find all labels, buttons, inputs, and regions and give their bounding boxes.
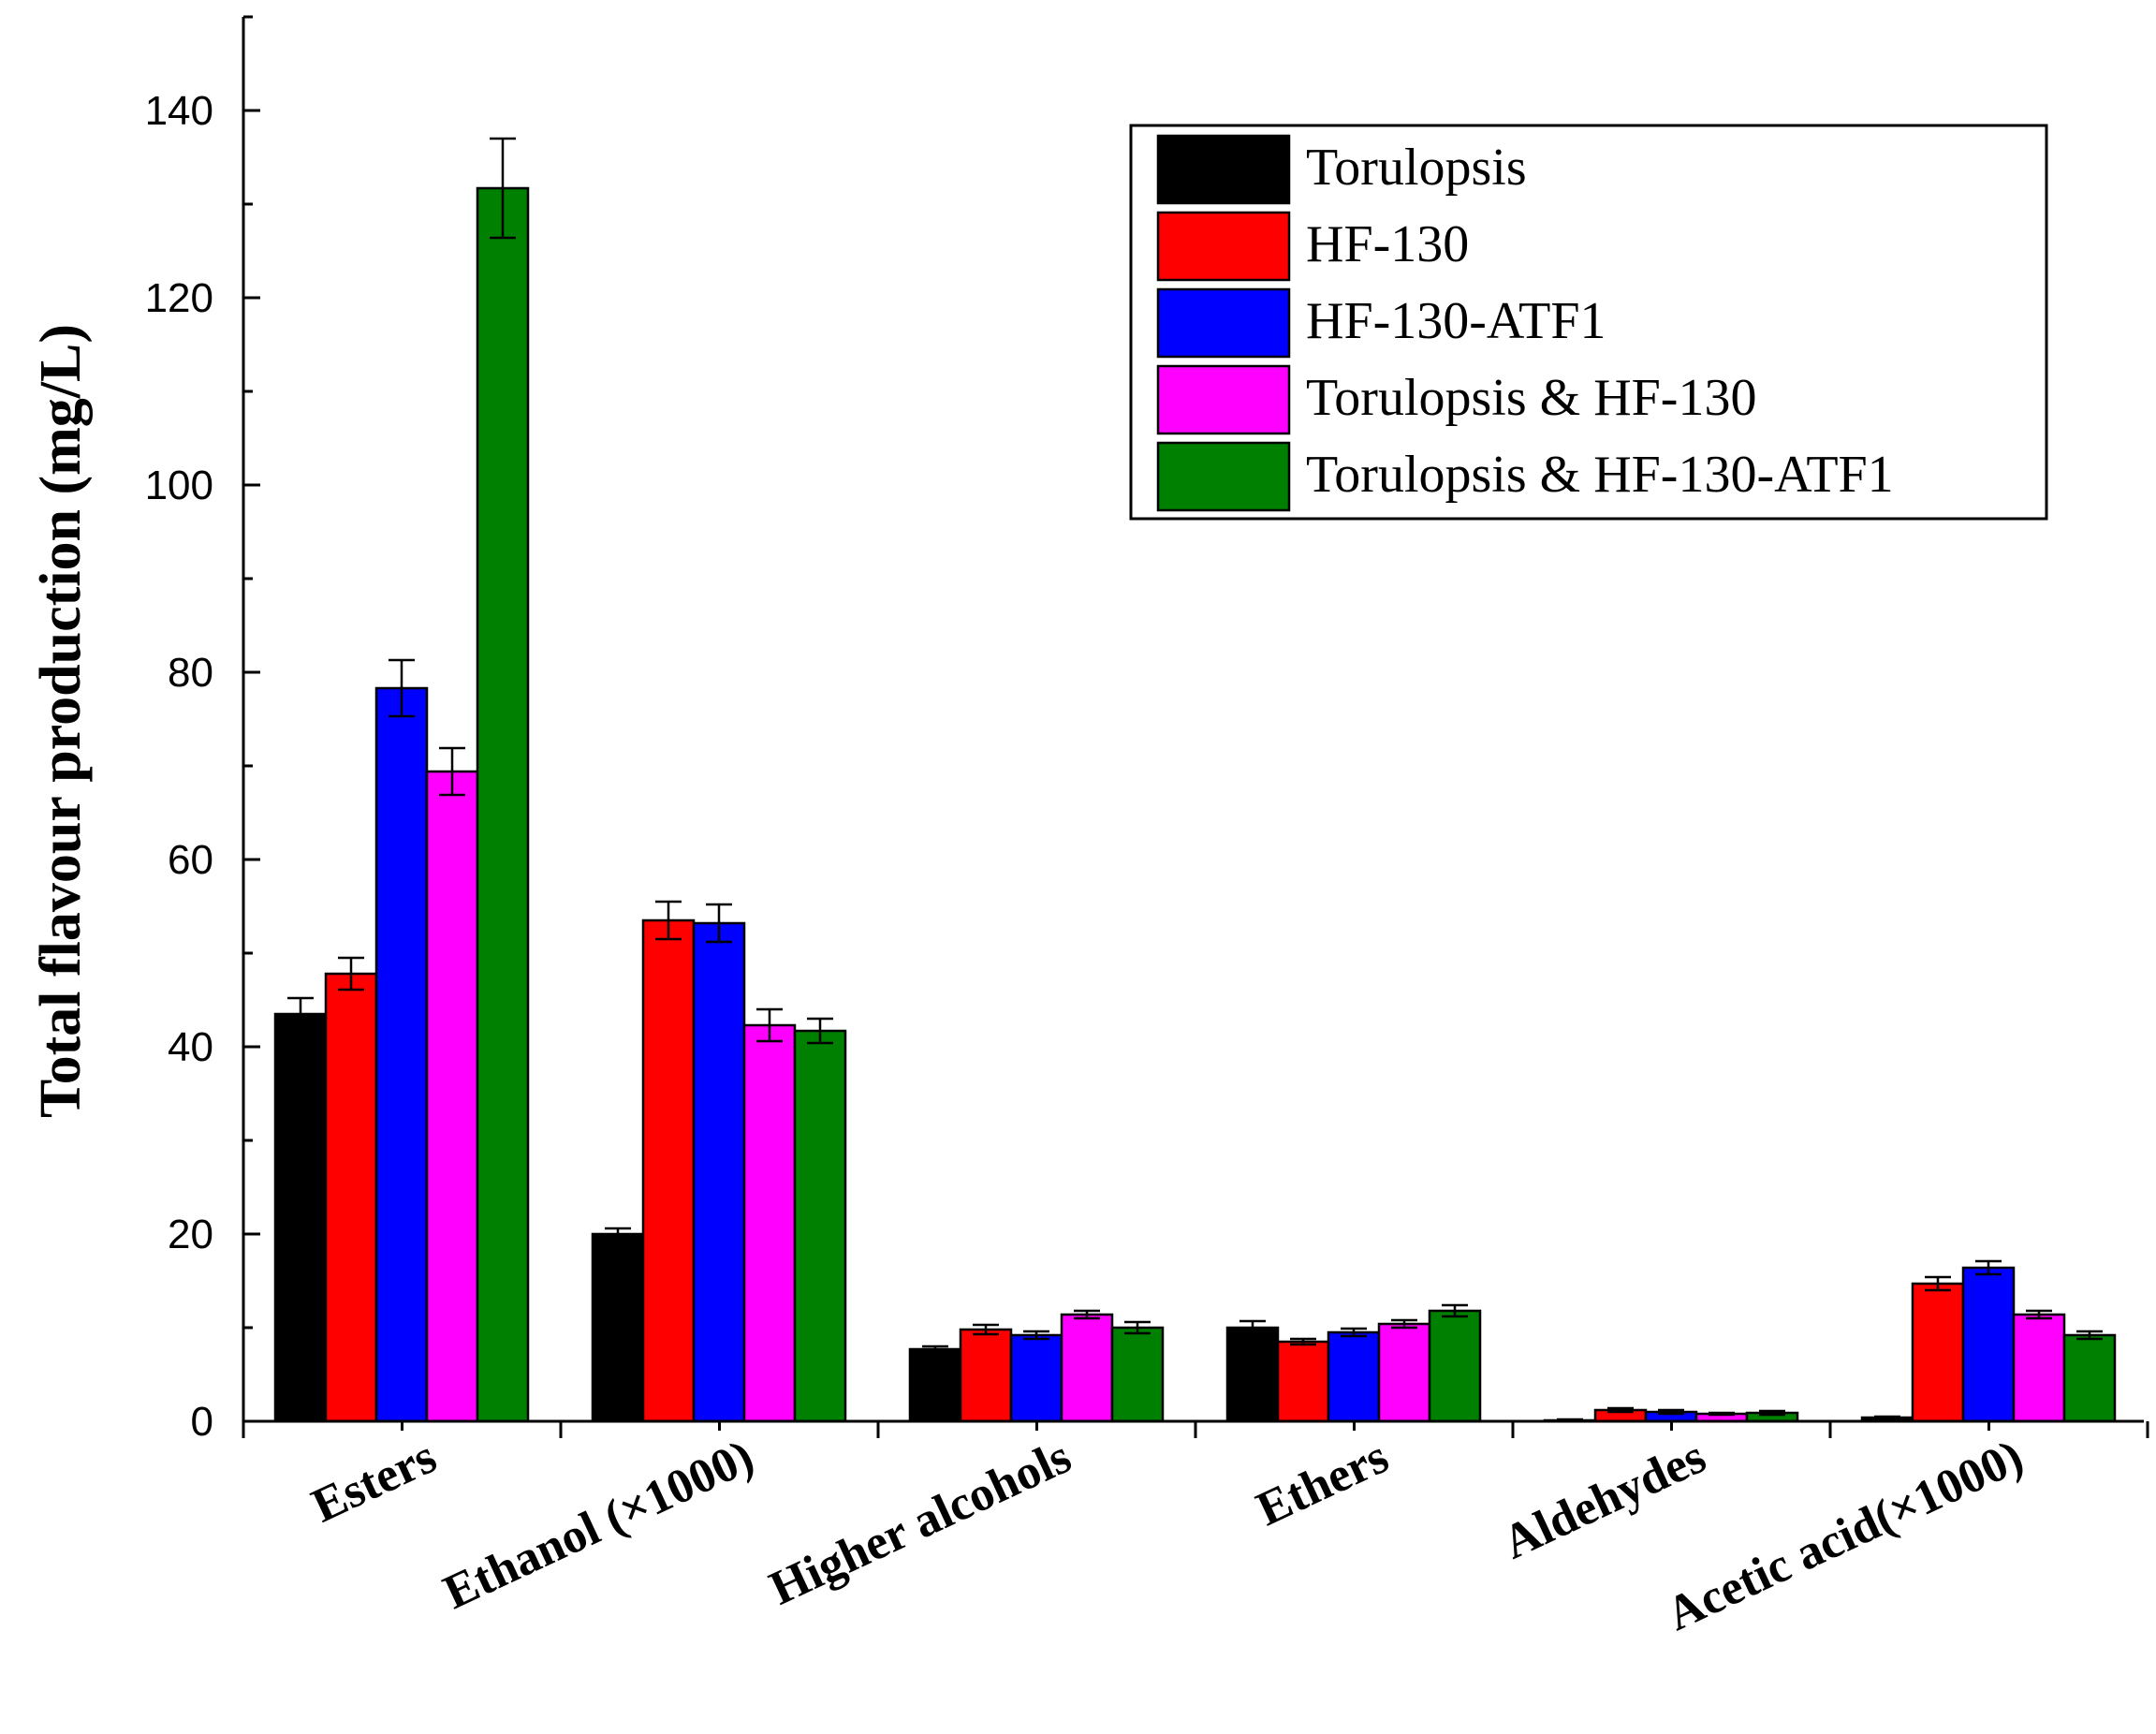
bar-3-5	[2012, 1313, 2066, 1423]
error-bar-0-5	[1874, 1415, 1900, 1420]
bar-2-3	[1327, 1330, 1381, 1423]
bar-1-0	[324, 972, 378, 1423]
error-bar-0-0	[287, 996, 314, 1032]
error-bar-4-0	[490, 137, 516, 240]
bar-0-2	[908, 1347, 962, 1423]
error-bar-1-2	[973, 1323, 999, 1336]
bar-2-1	[692, 921, 746, 1423]
error-bar-1-5	[1925, 1275, 1951, 1292]
legend-label: Torulopsis	[1306, 139, 1527, 197]
error-bar-2-5	[1975, 1259, 2002, 1276]
bar-4-2	[1110, 1326, 1165, 1423]
bar-3-2	[1060, 1313, 1114, 1423]
legend-swatch	[1156, 287, 1291, 359]
bar-4-0	[476, 186, 530, 1423]
error-bar-1-1	[655, 900, 682, 941]
error-bar-3-3	[1391, 1318, 1417, 1330]
error-bar-3-4	[1709, 1411, 1735, 1417]
y-tick-label: 140	[145, 88, 213, 134]
bar-0-1	[591, 1232, 645, 1423]
error-bar-0-3	[1239, 1319, 1266, 1336]
error-bar-1-3	[1290, 1337, 1316, 1346]
legend-swatch	[1156, 364, 1291, 435]
category-label: Ethers	[1249, 1430, 1397, 1536]
legend: Torulopsis HF-130 HF-130-ATF1 Torulopsis & …	[1129, 124, 2048, 521]
bar-4-5	[2062, 1333, 2117, 1423]
bar-3-1	[742, 1023, 797, 1423]
error-bar-4-3	[1442, 1303, 1468, 1318]
error-bar-3-1	[756, 1007, 783, 1043]
bar-0-3	[1225, 1326, 1280, 1423]
bar-3-0	[425, 770, 479, 1423]
y-tick-label: 120	[145, 275, 213, 321]
y-tick-label: 20	[168, 1212, 213, 1257]
legend-label: HF-130	[1306, 215, 1469, 273]
error-bar-0-2	[922, 1345, 948, 1354]
bar-1-3	[1276, 1340, 1330, 1423]
category-label: Higher alcohols	[762, 1430, 1079, 1615]
error-bar-4-1	[807, 1017, 833, 1045]
category-label: Ethanol (×1000)	[435, 1430, 761, 1620]
bar-2-2	[1009, 1333, 1063, 1423]
error-bar-2-0	[389, 658, 415, 718]
bar-3-3	[1377, 1322, 1431, 1423]
legend-swatch	[1156, 211, 1291, 282]
error-bar-2-1	[706, 903, 732, 944]
error-bar-2-2	[1023, 1330, 1049, 1341]
bar-2-0	[374, 686, 429, 1423]
error-bar-4-4	[1759, 1409, 1785, 1417]
error-bar-2-3	[1341, 1327, 1367, 1338]
legend-label: Torulopsis & HF-130	[1306, 369, 1756, 427]
category-label: Esters	[304, 1430, 445, 1533]
bar-1-1	[641, 918, 696, 1423]
error-bar-4-2	[1124, 1320, 1151, 1335]
axes-group: 0 20 40 60 80 100 120 140	[145, 15, 2149, 1445]
legend-label: Torulopsis & HF-130-ATF1	[1306, 446, 1894, 504]
bar-4-3	[1428, 1309, 1482, 1423]
bar-4-1	[793, 1029, 847, 1423]
y-tick-label: 100	[145, 463, 213, 508]
error-bar-1-4	[1607, 1406, 1634, 1414]
bar-1-5	[1911, 1282, 1965, 1423]
error-bars-group	[287, 137, 2103, 1423]
legend-swatch	[1156, 441, 1291, 512]
category-label: Acetic acid(×1000)	[1659, 1430, 2031, 1641]
error-bar-3-5	[2026, 1309, 2052, 1320]
error-bar-2-4	[1658, 1408, 1684, 1416]
bar-0-0	[273, 1012, 328, 1423]
bars-group	[273, 186, 2117, 1423]
error-bar-3-0	[439, 746, 465, 797]
error-bar-4-5	[2076, 1330, 2103, 1341]
bar-2-5	[1961, 1266, 2016, 1423]
bar-1-2	[959, 1328, 1013, 1423]
y-axis-label: Total flavour production (mg/L)	[29, 324, 93, 1118]
error-bar-3-2	[1074, 1309, 1100, 1320]
error-bar-1-0	[338, 956, 364, 992]
y-tick-label: 0	[191, 1399, 213, 1445]
error-bar-0-1	[605, 1227, 631, 1242]
y-tick-label: 80	[168, 650, 213, 696]
legend-swatch	[1156, 134, 1291, 205]
y-tick-label: 60	[168, 837, 213, 883]
y-tick-label: 40	[168, 1024, 213, 1070]
category-label: Aldehydes	[1495, 1430, 1714, 1569]
legend-label: HF-130-ATF1	[1306, 292, 1606, 350]
